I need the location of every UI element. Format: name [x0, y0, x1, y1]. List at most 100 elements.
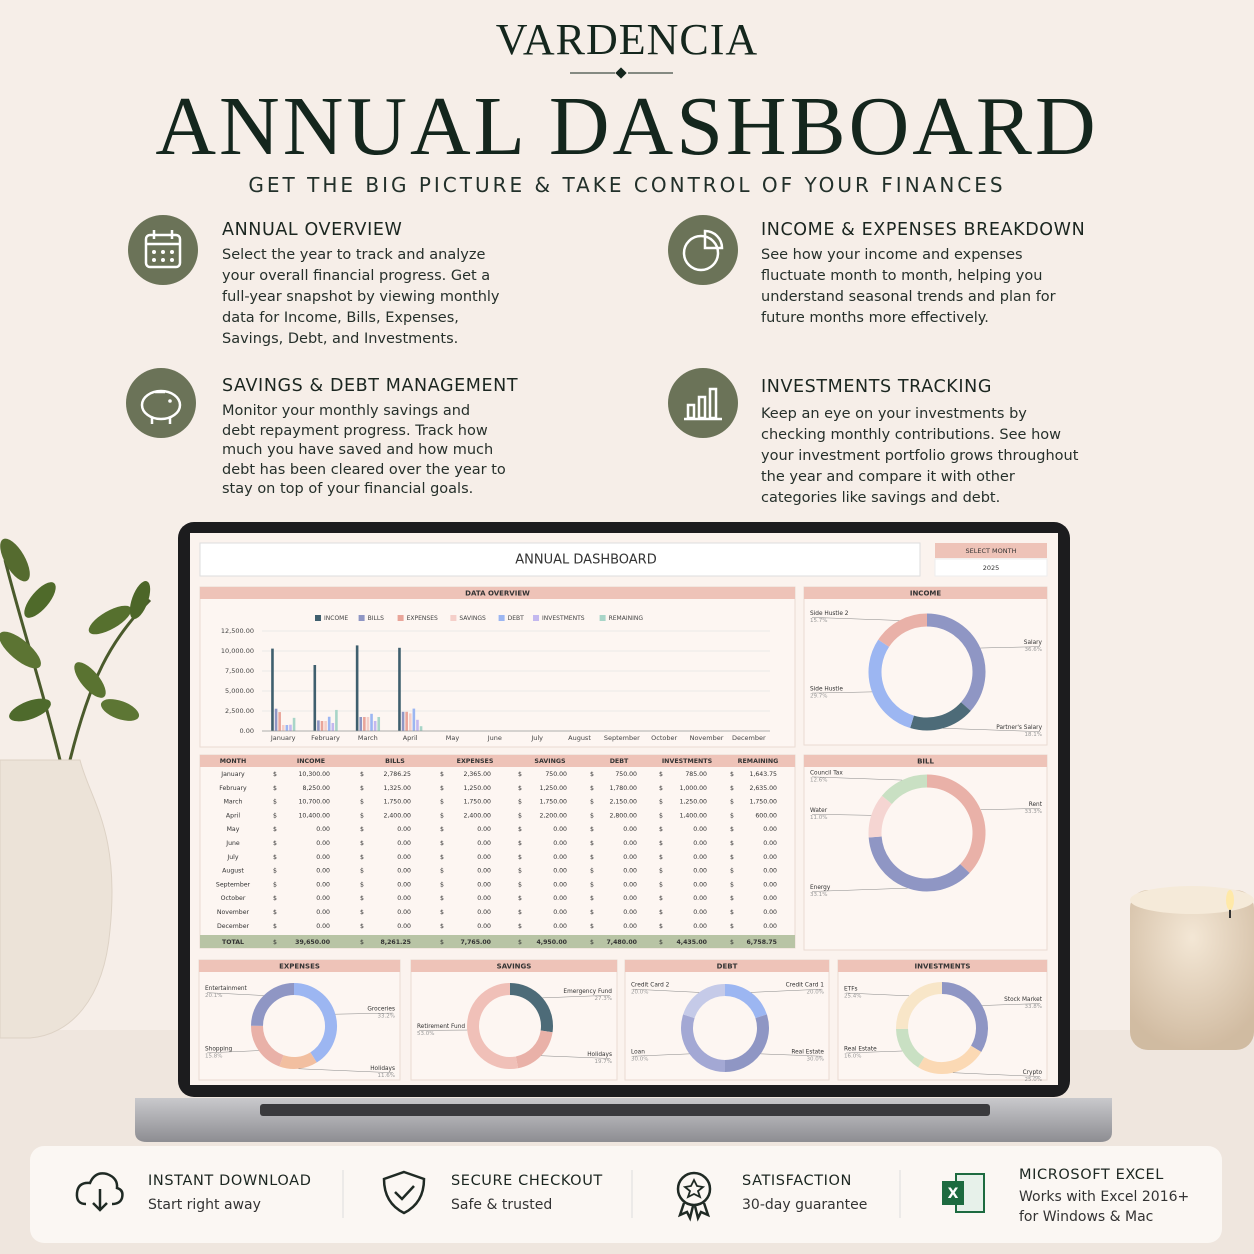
- table-cell-label: January: [220, 771, 245, 778]
- table-cell-value: 1,250.00: [463, 785, 491, 792]
- donut-slice: [251, 1025, 284, 1067]
- donut-slice: [681, 1014, 726, 1072]
- currency-sign: $: [360, 840, 364, 847]
- table-cell-value: 0.00: [397, 826, 411, 833]
- slice-label: Energy: [810, 885, 831, 891]
- donut-slice: [918, 1045, 982, 1074]
- currency-sign: $: [659, 826, 663, 833]
- panel-header: [838, 960, 1047, 972]
- table-cell-value: 0.00: [623, 895, 637, 902]
- table-cell-value: 0.00: [477, 840, 491, 847]
- table-header: INCOME: [297, 758, 325, 765]
- table-cell-value: 0.00: [397, 868, 411, 875]
- currency-sign: $: [590, 923, 594, 930]
- bar: [366, 717, 370, 731]
- table-cell-value: 750.00: [545, 771, 567, 778]
- y-tick-label: 10,000.00: [221, 647, 254, 655]
- table-cell-value: 0.00: [477, 881, 491, 888]
- donut-slice: [724, 984, 767, 1019]
- table-cell-value: 10,700.00: [299, 799, 331, 806]
- bar: [313, 665, 317, 731]
- table-cell-label: September: [216, 881, 251, 888]
- brand-divider: [570, 67, 673, 79]
- table-cell-value: 1,750.00: [539, 799, 567, 806]
- feature-icons: [126, 215, 738, 438]
- total-cell-value: 4,950.00: [536, 939, 567, 946]
- currency-sign: $: [730, 785, 734, 792]
- slice-label: Credit Card 1: [786, 983, 825, 989]
- currency-sign: $: [360, 854, 364, 861]
- bar: [324, 721, 327, 731]
- y-tick-label: 12,500.00: [221, 627, 254, 635]
- currency-sign: $: [730, 909, 734, 916]
- candle: [1130, 886, 1254, 1050]
- leader-line: [811, 617, 900, 621]
- currency-sign: $: [730, 771, 734, 778]
- slice-label: Stock Market: [1004, 997, 1043, 1003]
- dashboard: ANNUAL DASHBOARD SELECT MONTH 2025 DATA OVE…: [198, 542, 1048, 1083]
- donut-slice: [466, 983, 519, 1069]
- slice-label: Council Tax: [810, 770, 843, 776]
- slice-label: Entertainment: [205, 986, 248, 992]
- table-cell-value: 0.00: [553, 881, 567, 888]
- bar: [370, 713, 373, 731]
- legend-label: INVESTMENTS: [542, 615, 585, 622]
- slice-value: 25.4%: [844, 994, 861, 1000]
- currency-sign: $: [518, 812, 522, 819]
- table-cell-value: 0.00: [553, 840, 567, 847]
- legend-swatch: [315, 615, 321, 621]
- total-cell-value: 4,435.00: [676, 939, 707, 946]
- x-tick-label: February: [311, 734, 340, 742]
- leader-line: [845, 1050, 903, 1054]
- donut-slice: [910, 701, 971, 731]
- leader-line: [980, 646, 1041, 649]
- panel-title: SAVINGS: [497, 963, 532, 971]
- leader-line: [982, 1003, 1041, 1006]
- table-cell-value: 0.00: [693, 840, 707, 847]
- currency-sign: $: [440, 909, 444, 916]
- slice-value: 18.1%: [1025, 732, 1042, 738]
- currency-sign: $: [273, 909, 277, 916]
- table-cell-value: 0.00: [397, 909, 411, 916]
- table-cell-value: 1,250.00: [539, 785, 567, 792]
- table-cell-value: 0.00: [477, 826, 491, 833]
- donut-slice: [509, 983, 553, 1033]
- leader-line: [942, 728, 1041, 732]
- legend-label: EXPENSES: [407, 615, 438, 622]
- slice-label: Retirement Fund: [417, 1024, 465, 1030]
- table-cell-value: 0.00: [553, 909, 567, 916]
- slice-value: 19.7%: [595, 1059, 612, 1065]
- table-cell-value: 0.00: [623, 840, 637, 847]
- slice-value: 16.0%: [844, 1054, 861, 1060]
- table-cell-label: April: [226, 812, 240, 819]
- table-bg: [199, 754, 796, 949]
- bar: [408, 713, 412, 731]
- panel-header: [804, 755, 1047, 767]
- select-box[interactable]: [934, 558, 1048, 577]
- donut-slice: [279, 1052, 317, 1069]
- currency-sign: $: [518, 923, 522, 930]
- table-cell-value: 0.00: [316, 868, 330, 875]
- currency-sign: $: [659, 785, 663, 792]
- table-cell-value: 0.00: [623, 909, 637, 916]
- table-header: BILLS: [385, 758, 405, 765]
- feature-title: INCOME & EXPENSES BREAKDOWN: [761, 220, 1086, 240]
- currency-sign: $: [659, 799, 663, 806]
- x-tick-label: October: [651, 734, 677, 742]
- donut-slice: [926, 774, 986, 874]
- currency-sign: $: [518, 868, 522, 875]
- currency-sign: $: [273, 771, 277, 778]
- currency-sign: $: [590, 939, 594, 946]
- leader-line: [811, 814, 872, 816]
- currency-sign: $: [659, 812, 663, 819]
- bar: [377, 717, 381, 731]
- total-cell-label: TOTAL: [222, 939, 244, 946]
- slice-label: Credit Card 2: [631, 983, 670, 989]
- panel: [199, 586, 796, 748]
- table-header: SAVINGS: [534, 758, 566, 765]
- currency-sign: $: [730, 826, 734, 833]
- table-cell-value: 0.00: [477, 895, 491, 902]
- currency-sign: $: [590, 826, 594, 833]
- bar: [363, 717, 366, 731]
- y-tick-label: 0.00: [240, 727, 254, 735]
